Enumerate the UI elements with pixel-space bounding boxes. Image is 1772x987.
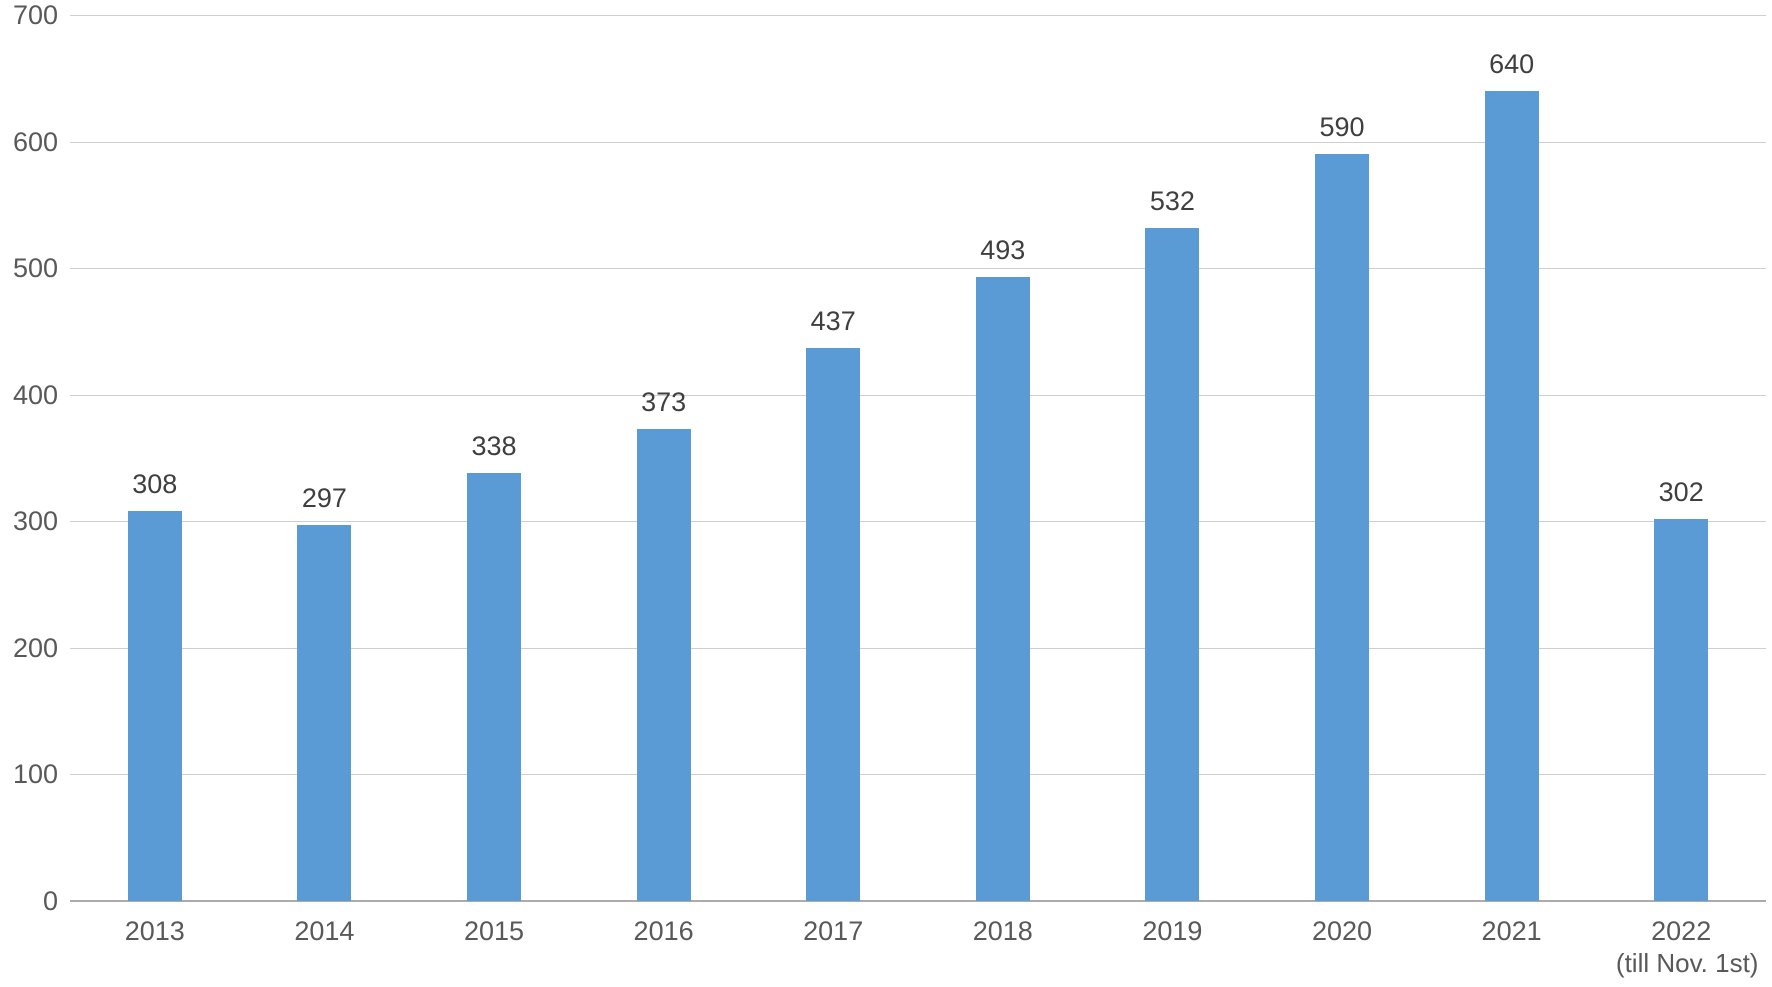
bar-2017 xyxy=(806,347,861,901)
x-tick-label-2018: 2018 xyxy=(972,916,1033,946)
bar-2020 xyxy=(1315,154,1369,901)
bar-2016 xyxy=(636,428,691,901)
gridline-400 xyxy=(70,394,1766,396)
x-tick-note-2022: (till Nov. 1st) xyxy=(1615,948,1759,978)
value-label-2019: 532 xyxy=(1149,185,1195,216)
x-tick-label-2015: 2015 xyxy=(463,916,525,946)
y-tick-label-0: 0 xyxy=(42,886,58,916)
gridline-600 xyxy=(70,141,1766,143)
gridline-700 xyxy=(70,15,1766,16)
y-tick-label-600: 600 xyxy=(12,126,58,157)
x-tick-label-2019: 2019 xyxy=(1142,916,1203,946)
value-label-2017: 437 xyxy=(810,305,856,336)
gridline-100 xyxy=(70,774,1766,776)
x-tick-label-2016: 2016 xyxy=(633,916,694,946)
gridline-200 xyxy=(70,647,1766,649)
x-tick-label-2020: 2020 xyxy=(1311,916,1373,946)
value-label-2020: 590 xyxy=(1319,112,1365,143)
y-tick-label-700: 700 xyxy=(12,0,58,30)
bar-2019 xyxy=(1145,227,1200,901)
value-label-2021: 640 xyxy=(1489,48,1535,79)
value-label-2015: 338 xyxy=(471,431,517,462)
value-label-2013: 308 xyxy=(132,469,178,500)
bar-2014 xyxy=(297,525,352,901)
gridline-500 xyxy=(70,268,1766,270)
bar-2015 xyxy=(467,473,521,901)
y-tick-label-500: 500 xyxy=(12,253,58,284)
x-tick-label-2022: 2022 xyxy=(1651,916,1712,946)
x-tick-label-2017: 2017 xyxy=(803,916,864,946)
x-tick-label-2013: 2013 xyxy=(124,916,185,946)
value-label-2018: 493 xyxy=(980,235,1026,265)
y-tick-label-100: 100 xyxy=(12,759,58,790)
y-tick-label-200: 200 xyxy=(12,632,58,663)
y-tick-label-400: 400 xyxy=(12,379,58,410)
value-label-2014: 297 xyxy=(301,483,347,514)
bar-2018 xyxy=(975,277,1030,901)
x-tick-label-2014: 2014 xyxy=(294,916,355,946)
bar-2021 xyxy=(1484,90,1539,901)
x-axis-line xyxy=(70,900,1766,902)
value-label-2022: 302 xyxy=(1658,476,1704,507)
y-tick-label-300: 300 xyxy=(12,506,58,537)
gridline-300 xyxy=(70,521,1766,523)
bar-2022 xyxy=(1654,518,1709,901)
value-label-2016: 373 xyxy=(641,386,687,417)
bar-2013 xyxy=(127,511,182,901)
x-tick-label-2021: 2021 xyxy=(1481,916,1542,946)
